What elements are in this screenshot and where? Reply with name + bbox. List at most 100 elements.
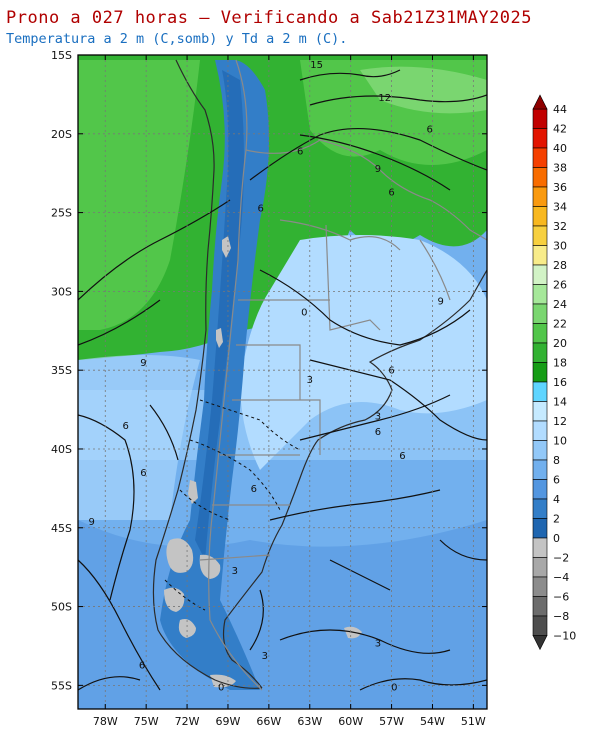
contour-label: 6: [388, 188, 394, 199]
contour-label: 6: [427, 125, 433, 136]
colorbar-label: 12: [553, 415, 567, 428]
colorbar-swatch: [532, 284, 548, 305]
lon-tick-label: 51W: [461, 715, 486, 728]
map-panel: [78, 55, 487, 709]
contour-label: 6: [297, 147, 303, 158]
colorbar-swatch: [532, 362, 548, 383]
andes-high-crest: [195, 70, 244, 560]
colorbar-label: 26: [553, 279, 567, 292]
freezing-patches: [164, 236, 362, 688]
lat-tick-label: 20S: [51, 128, 72, 141]
contour-label: 6: [399, 451, 405, 462]
colorbar-label: 2: [553, 513, 560, 526]
colorbar-label: 40: [553, 142, 567, 155]
negative-contours: [164, 399, 301, 611]
colorbar-top-arrow: [532, 94, 548, 110]
colorbar-label: 6: [553, 474, 560, 487]
colorbar-swatch: [532, 206, 548, 227]
colorbar-swatch: [532, 401, 548, 422]
lat-tick-label: 50S: [51, 601, 72, 614]
colorbar-label: 28: [553, 259, 567, 272]
contour-label: 3: [375, 411, 381, 422]
colorbar-swatch: [532, 264, 548, 285]
political-borders: [199, 59, 487, 691]
contour-label: 6: [388, 366, 394, 377]
colorbar-label: 10: [553, 435, 567, 448]
colorbar-swatch: [532, 420, 548, 441]
contour-label: 9: [437, 296, 443, 307]
lon-tick-label: 66W: [256, 715, 281, 728]
colorbar-label: 0: [553, 532, 560, 545]
contour-label: 15: [310, 60, 323, 71]
colorbar-label: 18: [553, 357, 567, 370]
colorbar-swatch: [532, 108, 548, 129]
colorbar-label: 22: [553, 318, 567, 331]
warm-pacific: [78, 60, 200, 330]
lat-tick-label: 25S: [51, 207, 72, 220]
contour-label: 0: [391, 682, 397, 693]
lon-tick-label: 75W: [134, 715, 159, 728]
colorbar-swatch: [532, 479, 548, 500]
colorbar-label: 24: [553, 298, 567, 311]
colorbar-label: 20: [553, 337, 567, 350]
colorbar-swatch: [532, 596, 548, 617]
contour-label: 6: [375, 427, 381, 438]
colorbar-swatch: [532, 576, 548, 597]
lon-tick-label: 78W: [93, 715, 118, 728]
colorbar-swatch: [532, 518, 548, 539]
colorbar-label: −6: [553, 591, 569, 604]
colorbar-label: 30: [553, 240, 567, 253]
contour-labels: 15 12 6 6 9 6 6 9 0 9 6 3 6 3 6 6 6 6 9 3 3 3 6 0 0: [88, 60, 443, 693]
lon-tick-label: 57W: [379, 715, 404, 728]
lat-tick-label: 15S: [51, 49, 72, 62]
colorbar-swatch: [532, 440, 548, 461]
colorbar-label: −4: [553, 571, 569, 584]
lon-tick-label: 72W: [175, 715, 200, 728]
colorbar-label: 4: [553, 493, 560, 506]
colorbar-swatch: [532, 557, 548, 578]
colorbar-swatch: [532, 128, 548, 149]
lat-tick-label: 35S: [51, 364, 72, 377]
lat-tick-label: 40S: [51, 443, 72, 456]
contour-label: 9: [375, 164, 381, 175]
colorbar-swatch: [532, 323, 548, 344]
map-subtitle: Temperatura a 2 m (C,somb) y Td a 2 m (C…: [6, 31, 348, 47]
colorbar-swatch: [532, 245, 548, 266]
colorbar-label: 14: [553, 396, 567, 409]
colorbar: 4442403836343230282624222018161412108642…: [532, 94, 576, 651]
map-title: Prono a 027 horas — Verificando a Sab21Z…: [6, 8, 533, 28]
colorbar-swatch: [532, 537, 548, 558]
contour-label: 6: [140, 468, 146, 479]
contour-label: 0: [301, 307, 307, 318]
contour-label: 6: [257, 203, 263, 214]
lat-tick-label: 45S: [51, 522, 72, 535]
contour-label: 6: [123, 421, 129, 432]
contour-label: 3: [262, 651, 268, 662]
colorbar-label: 8: [553, 454, 560, 467]
cool-pampas: [240, 235, 487, 470]
graticule: [78, 54, 487, 709]
colorbar-swatch: [532, 147, 548, 168]
south-ocean-band: [78, 520, 487, 709]
colorbar-label: −8: [553, 610, 569, 623]
contours: [78, 69, 487, 691]
contour-label: 3: [375, 638, 381, 649]
colorbar-swatch: [532, 615, 548, 636]
colorbar-swatch: [532, 167, 548, 188]
coastlines: [152, 59, 487, 689]
colorbar-label: −10: [553, 630, 576, 643]
lon-tick-label: 63W: [297, 715, 322, 728]
lon-tick-label: 54W: [420, 715, 445, 728]
colorbar-swatch: [532, 498, 548, 519]
colorbar-label: 16: [553, 376, 567, 389]
colorbar-bottom-arrow: [532, 635, 548, 651]
lon-tick-label: 69W: [216, 715, 241, 728]
contour-label: 0: [218, 682, 224, 693]
colorbar-label: 38: [553, 162, 567, 175]
contour-label: 3: [307, 375, 313, 386]
colorbar-label: 42: [553, 123, 567, 136]
colorbar-swatch: [532, 186, 548, 207]
colorbar-label: 34: [553, 201, 567, 214]
colorbar-label: 44: [553, 103, 567, 116]
